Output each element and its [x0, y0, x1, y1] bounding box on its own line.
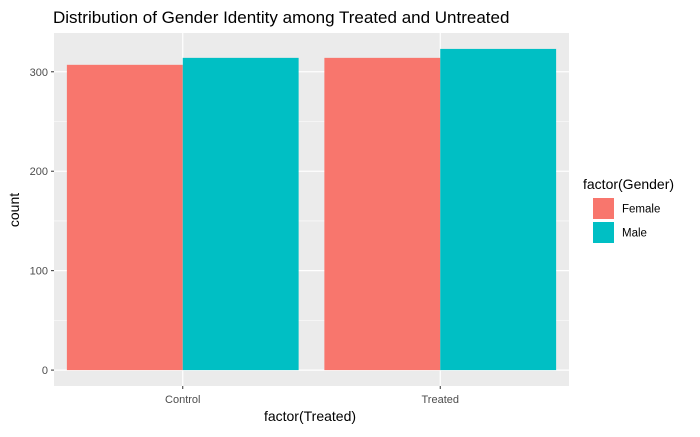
x-tick-label: Treated: [421, 394, 459, 406]
x-tick-label: Control: [165, 394, 200, 406]
y-tick-label: 100: [30, 266, 48, 278]
bar-female-control: [66, 64, 183, 371]
y-tick-label: 0: [42, 365, 48, 377]
y-tick-label: 200: [30, 166, 48, 178]
legend-label-female: Female: [622, 204, 660, 216]
legend-label-male: Male: [622, 228, 647, 240]
legend: factor(Gender) Female Male: [583, 176, 674, 243]
bar-female-treated: [324, 57, 441, 371]
y-axis-title: count: [6, 193, 22, 227]
bar-male-control: [182, 57, 299, 371]
bar-male-treated: [440, 48, 557, 371]
x-axis-title: factor(Treated): [264, 408, 356, 424]
legend-title: factor(Gender): [583, 176, 674, 192]
legend-key-female: [593, 198, 614, 219]
legend-key-male: [593, 222, 614, 243]
y-axis: 0 100 200 300: [30, 67, 54, 377]
x-axis: Control Treated: [165, 386, 459, 406]
legend-items: Female Male: [593, 198, 660, 243]
y-tick-label: 300: [30, 67, 48, 79]
chart-title: Distribution of Gender Identity among Tr…: [53, 8, 509, 27]
bars: [66, 48, 557, 371]
